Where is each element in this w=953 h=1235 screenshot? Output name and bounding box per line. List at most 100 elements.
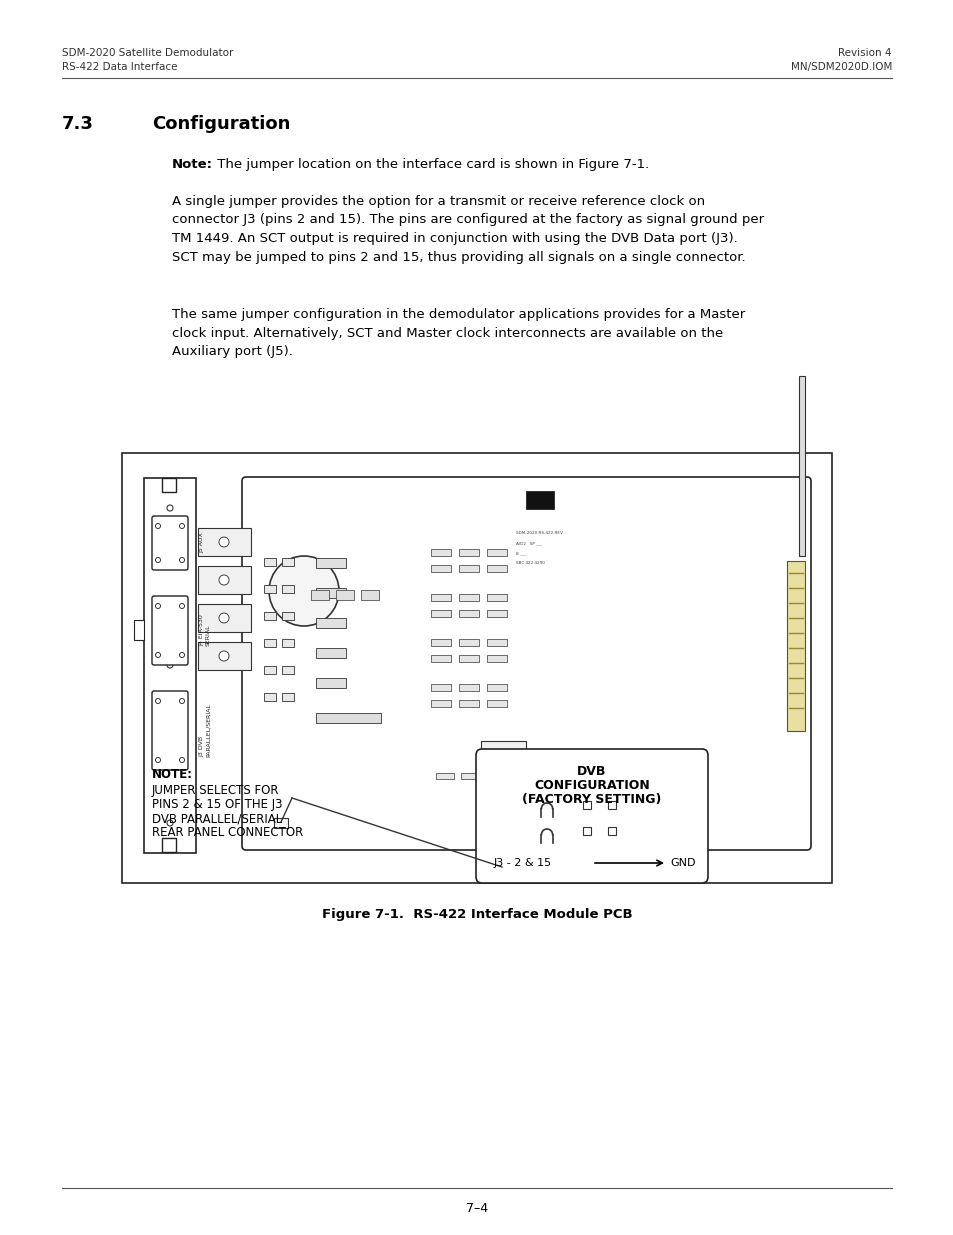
Bar <box>315 648 346 658</box>
Bar <box>264 666 275 674</box>
Bar <box>458 684 478 692</box>
Text: NOTE:: NOTE: <box>152 768 193 781</box>
Bar <box>458 638 478 646</box>
Bar <box>525 492 554 509</box>
Bar <box>431 564 451 572</box>
Text: J5 AUX: J5 AUX <box>199 532 204 553</box>
FancyBboxPatch shape <box>152 516 188 571</box>
Bar <box>480 741 525 771</box>
Circle shape <box>179 524 184 529</box>
Text: REAR PANEL CONNECTOR: REAR PANEL CONNECTOR <box>152 826 303 839</box>
Bar <box>431 610 451 618</box>
Text: SDM-2020 Satellite Demodulator: SDM-2020 Satellite Demodulator <box>62 48 233 58</box>
Text: PINS 2 & 15 OF THE J3: PINS 2 & 15 OF THE J3 <box>152 798 282 811</box>
Bar <box>264 585 275 593</box>
Text: Configuration: Configuration <box>152 115 290 133</box>
Bar <box>311 590 329 600</box>
Bar <box>431 700 451 706</box>
Bar <box>458 610 478 618</box>
Bar <box>431 594 451 601</box>
Text: B ___: B ___ <box>516 551 526 555</box>
Bar <box>436 773 454 779</box>
Circle shape <box>219 613 229 622</box>
Text: GND: GND <box>669 858 695 868</box>
Bar <box>264 638 275 647</box>
Text: CONFIGURATION: CONFIGURATION <box>534 779 649 792</box>
Bar <box>486 594 506 601</box>
Bar <box>431 550 451 556</box>
Bar <box>198 566 251 594</box>
Bar <box>264 613 275 620</box>
Bar <box>360 590 378 600</box>
Text: JUMPER SELECTS FOR: JUMPER SELECTS FOR <box>152 784 279 797</box>
Text: A/D2   SP ___: A/D2 SP ___ <box>516 541 542 545</box>
Circle shape <box>219 537 229 547</box>
Bar <box>122 453 831 883</box>
Bar <box>264 693 275 701</box>
Text: Figure 7-1.  RS-422 Interface Module PCB: Figure 7-1. RS-422 Interface Module PCB <box>321 908 632 921</box>
Circle shape <box>179 557 184 562</box>
Bar <box>282 666 294 674</box>
Circle shape <box>155 557 160 562</box>
Circle shape <box>179 699 184 704</box>
Circle shape <box>167 662 172 668</box>
Text: Revision 4: Revision 4 <box>838 48 891 58</box>
Bar <box>162 478 175 492</box>
FancyBboxPatch shape <box>152 597 188 664</box>
Bar <box>485 773 503 779</box>
Bar <box>458 655 478 662</box>
FancyBboxPatch shape <box>152 692 188 769</box>
Bar <box>486 700 506 706</box>
Circle shape <box>155 524 160 529</box>
Bar <box>786 561 804 731</box>
Bar <box>133 620 144 640</box>
Circle shape <box>219 651 229 661</box>
FancyBboxPatch shape <box>476 748 707 883</box>
Bar <box>458 564 478 572</box>
Bar <box>486 655 506 662</box>
Bar <box>458 594 478 601</box>
Text: Note:: Note: <box>172 158 213 170</box>
Bar <box>198 642 251 671</box>
Text: 7.3: 7.3 <box>62 115 93 133</box>
Bar <box>282 693 294 701</box>
Bar <box>282 558 294 566</box>
Text: J4 EIA-530
SERIAL: J4 EIA-530 SERIAL <box>199 614 211 646</box>
Circle shape <box>167 820 172 826</box>
Text: DVB: DVB <box>577 764 606 778</box>
Bar <box>274 818 288 827</box>
Circle shape <box>155 757 160 762</box>
Circle shape <box>155 652 160 657</box>
Bar <box>486 610 506 618</box>
Text: MN/SDM2020D.IOM: MN/SDM2020D.IOM <box>790 62 891 72</box>
Text: DVB PARALLEL/SERIAL: DVB PARALLEL/SERIAL <box>152 811 282 825</box>
Bar <box>198 529 251 556</box>
Bar <box>282 585 294 593</box>
Bar <box>162 839 175 852</box>
Text: 7–4: 7–4 <box>465 1202 488 1215</box>
Text: A single jumper provides the option for a transmit or receive reference clock on: A single jumper provides the option for … <box>172 195 763 263</box>
Circle shape <box>179 652 184 657</box>
Bar <box>315 618 346 629</box>
Bar <box>264 558 275 566</box>
Bar <box>335 590 354 600</box>
Text: J3 - 2 & 15: J3 - 2 & 15 <box>494 858 552 868</box>
Text: SBC 422 4290: SBC 422 4290 <box>516 561 544 564</box>
Bar <box>315 588 346 598</box>
Bar <box>282 638 294 647</box>
Bar <box>458 700 478 706</box>
Circle shape <box>219 576 229 585</box>
Text: SDM-2020 RS-422 REV: SDM-2020 RS-422 REV <box>516 531 562 535</box>
Bar <box>582 827 591 835</box>
Bar <box>486 684 506 692</box>
Text: The same jumper configuration in the demodulator applications provides for a Mas: The same jumper configuration in the dem… <box>172 308 744 358</box>
Bar <box>431 655 451 662</box>
Bar <box>144 478 195 853</box>
Bar <box>315 558 346 568</box>
Circle shape <box>179 604 184 609</box>
Bar <box>282 613 294 620</box>
Bar <box>315 678 346 688</box>
Bar <box>607 802 616 809</box>
Text: J3 DVB
PARALLEL/SERIAL: J3 DVB PARALLEL/SERIAL <box>199 703 211 757</box>
Bar <box>486 564 506 572</box>
